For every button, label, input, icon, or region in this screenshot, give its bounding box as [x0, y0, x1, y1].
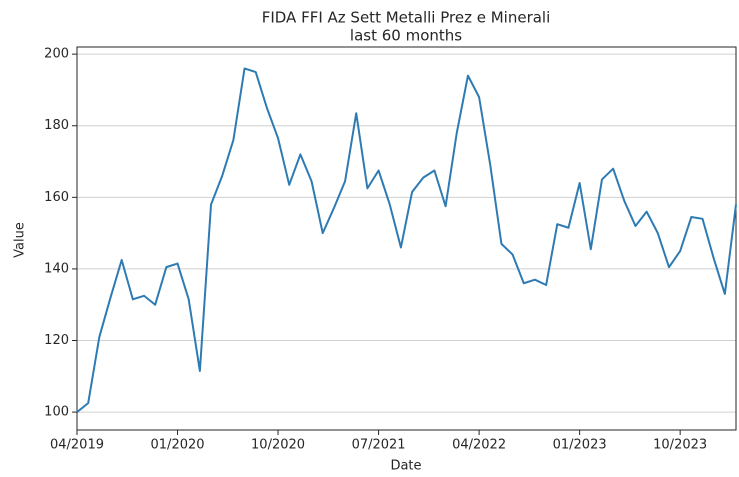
plot-frame	[76, 46, 737, 431]
x-tick-label: 01/2020	[151, 438, 205, 453]
line-series	[76, 67, 737, 413]
y-tick-label: 180	[44, 118, 69, 133]
x-tick-label: 04/2019	[50, 438, 104, 453]
y-tick-label: 140	[44, 261, 69, 276]
y-tick-label: 160	[44, 190, 69, 205]
x-tick-label: 10/2023	[653, 438, 707, 453]
chart-title: FIDA FFI Az Sett Metalli Prez e Minerali	[262, 9, 551, 27]
x-tick-label: 10/2020	[251, 438, 305, 453]
x-tick-label: 07/2021	[352, 438, 406, 453]
x-tick-label: 01/2023	[553, 438, 607, 453]
y-tick-label: 120	[44, 333, 69, 348]
x-axis-label: Date	[390, 459, 421, 474]
chart-subtitle: last 60 months	[350, 27, 462, 45]
y-tick-label: 100	[44, 405, 69, 420]
y-tick-label: 200	[44, 47, 69, 62]
x-tick-label: 04/2022	[452, 438, 506, 453]
y-axis-label: Value	[13, 222, 28, 258]
